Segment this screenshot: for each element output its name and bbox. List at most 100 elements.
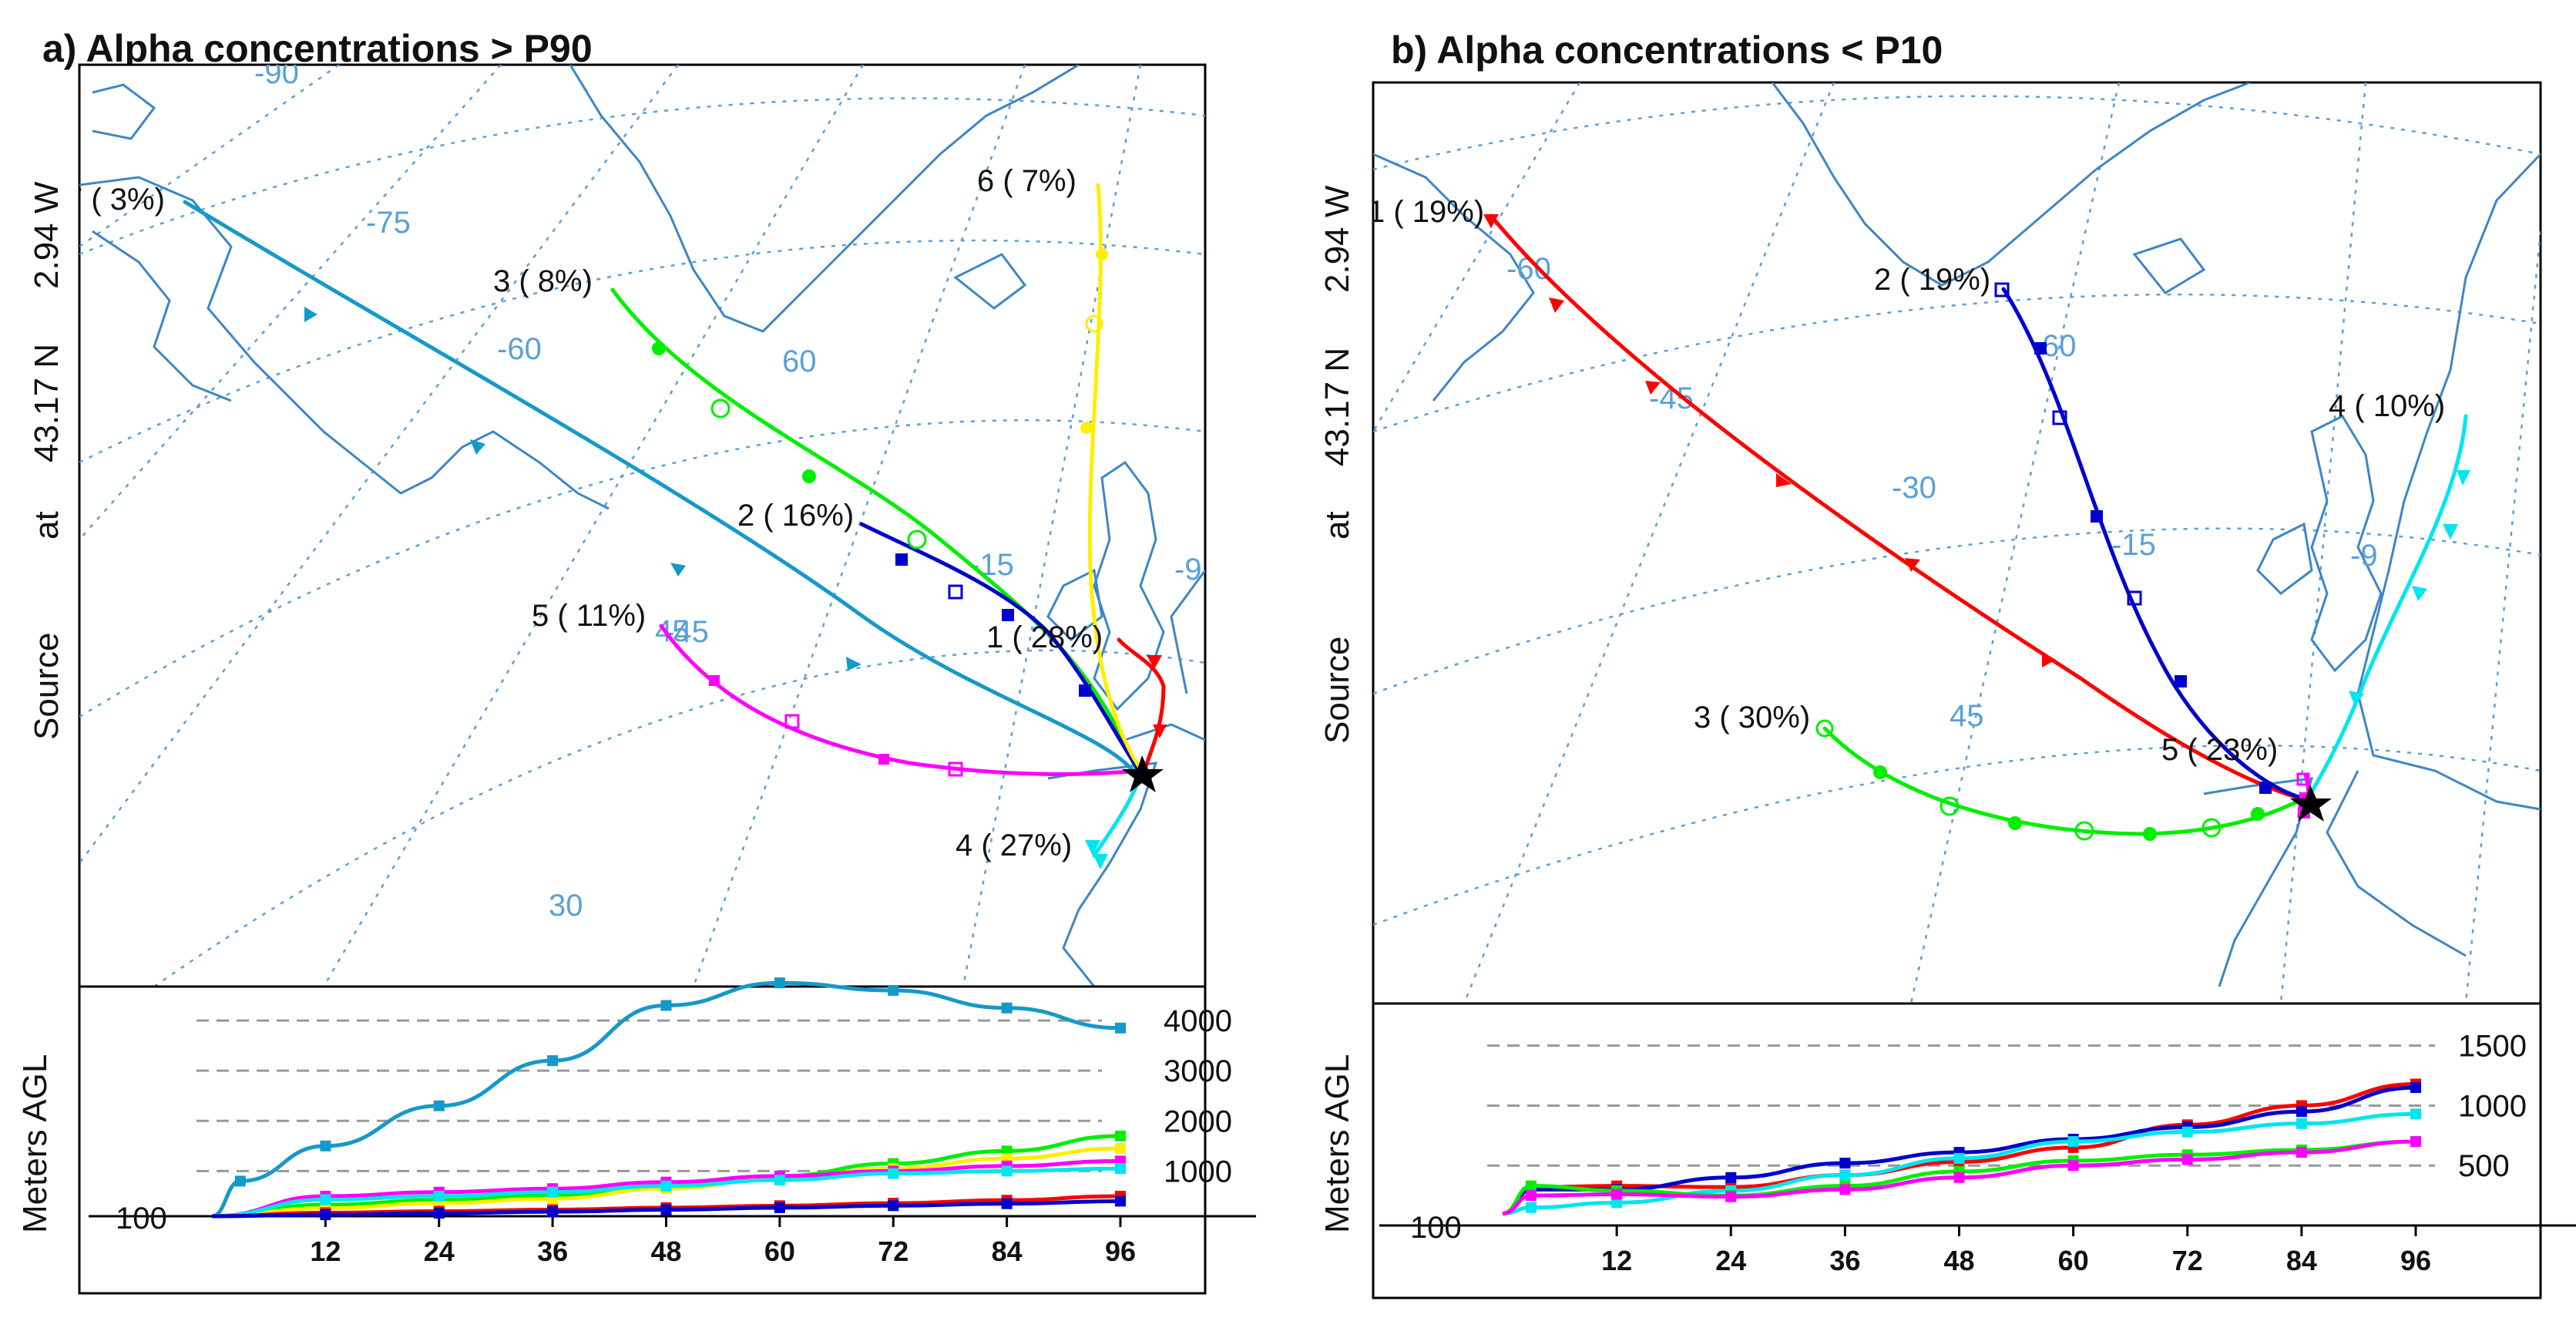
marker — [784, 714, 800, 729]
marker — [1905, 558, 1920, 572]
x-tick-label: 48 — [1943, 1245, 1974, 1276]
marker — [1085, 314, 1103, 333]
marker — [1645, 381, 1661, 395]
height-series-point — [547, 1186, 559, 1198]
lon-label: -9 — [1174, 553, 1202, 587]
panel-b-coastlines — [1373, 82, 2541, 987]
y-tick-label: 1000 — [1164, 1155, 1232, 1188]
marker — [1940, 796, 1960, 816]
x-tick-label: 60 — [2058, 1245, 2089, 1276]
height-series-line — [1502, 1139, 2416, 1215]
panel-a-coastlines — [79, 65, 1205, 987]
panel-a-grid-labels: -90 -75 -60 -45 -15 -9 60 45 30 — [254, 65, 1202, 923]
x-tick-label: 24 — [1715, 1245, 1746, 1276]
height-series-point — [2067, 1160, 2079, 1172]
panel-b-height-chart: 500 1000 1500 100 12 24 36 48 60 72 84 96 — [1379, 1030, 2576, 1276]
height-series-point — [1839, 1169, 1851, 1181]
height-series-point — [774, 1175, 785, 1186]
side-label-at: at — [1318, 511, 1356, 540]
panel-b-graticule — [1373, 82, 2541, 1004]
traj-label: 1 ( 19%) — [1368, 195, 1484, 229]
marker — [304, 307, 317, 322]
height-series-line — [1502, 1081, 2416, 1215]
trajectory-2 — [2001, 287, 2306, 801]
panel-a-height-frame — [78, 985, 1207, 1295]
side-label-lon: 2.94 W — [28, 181, 65, 289]
trajectory-7 — [183, 200, 1135, 773]
marker — [2052, 410, 2067, 425]
height-series-point — [433, 1208, 445, 1219]
y-tick-label: 3000 — [1164, 1054, 1232, 1088]
height-series-point — [1953, 1152, 1965, 1164]
marker — [2091, 510, 2103, 523]
height-series-point — [2296, 1118, 2307, 1129]
panel-a: a) Alpha concentrations > P90 Source at … — [16, 27, 1256, 1295]
marker — [2074, 821, 2094, 841]
height-series-point — [2410, 1136, 2421, 1148]
height-series-point — [1611, 1188, 1623, 1200]
height-series-point — [320, 1209, 331, 1221]
traj-label: 3 ( 30%) — [1694, 701, 1810, 735]
marker — [2296, 772, 2310, 786]
marker — [2143, 827, 2157, 841]
height-series-point — [660, 1180, 672, 1192]
marker — [2202, 818, 2222, 838]
side-label-lon: 2.94 W — [1318, 185, 1356, 293]
panel-b-traj-labels: 1 ( 19%) 2 ( 19%) 4 ( 10%) 3 ( 30%) 5 ( … — [1368, 195, 2445, 767]
height-series-point — [2296, 1147, 2307, 1158]
height-series-line — [211, 980, 1121, 1219]
traj-label: 6 ( 7%) — [977, 164, 1076, 198]
x-tick-label: 84 — [2286, 1245, 2317, 1276]
traj-label: 4 ( 10%) — [2329, 389, 2445, 423]
side-label-lat: 43.17 N — [28, 344, 65, 462]
panel-a-markers — [304, 248, 1167, 869]
marker — [1815, 719, 1834, 738]
height-series-point — [774, 1202, 785, 1213]
traj-label: 2 ( 19%) — [1874, 263, 1990, 297]
marker — [2412, 586, 2427, 601]
height-series-point — [1001, 1198, 1013, 1209]
trajectory-3 — [610, 287, 1139, 773]
trajectory-1 — [1489, 213, 2302, 801]
lon-label: -45 — [664, 615, 709, 649]
side-label-source: Source — [1318, 637, 1356, 744]
marker — [1096, 248, 1108, 261]
marker — [907, 529, 927, 550]
side-label-source: Source — [28, 633, 65, 740]
lon-label: -75 — [366, 206, 411, 240]
marker — [652, 341, 666, 355]
panel-b-ylabel: Meters AGL — [1318, 1054, 1356, 1233]
marker — [710, 398, 730, 419]
marker — [1483, 214, 1499, 228]
height-series-point — [1526, 1180, 1537, 1192]
height-series-point — [320, 1140, 331, 1151]
marker — [948, 584, 963, 600]
marker — [2443, 524, 2458, 540]
height-series-point — [1115, 1143, 1126, 1155]
side-label-lat: 43.17 N — [1318, 348, 1356, 466]
height-series-point — [547, 1206, 559, 1218]
marker — [2042, 652, 2056, 667]
marker — [1079, 684, 1091, 697]
marker — [802, 469, 816, 483]
marker — [1085, 840, 1100, 856]
marker — [2251, 807, 2265, 821]
height-series-point — [1611, 1197, 1623, 1209]
height-series-point — [1001, 1165, 1013, 1177]
lon-label: -15 — [2111, 528, 2156, 562]
height-series-point — [547, 1055, 559, 1067]
marker — [670, 563, 686, 577]
height-series-point — [660, 1000, 672, 1011]
x-tick-label: 72 — [2172, 1245, 2203, 1276]
panel-b-map: -60 -45 -30 -15 -9 60 45 — [1368, 82, 2541, 1004]
lon-label: -30 — [1892, 471, 1936, 505]
marker — [1776, 473, 1792, 487]
trajectory-2 — [859, 522, 1141, 773]
lat-label: 60 — [2042, 329, 2077, 363]
y-tick-label: 1500 — [2458, 1030, 2527, 1064]
marker — [878, 754, 889, 765]
height-series-point — [1839, 1158, 1851, 1169]
source-star — [2290, 785, 2332, 822]
marker — [2127, 590, 2142, 606]
trajectory-1 — [1117, 637, 1166, 773]
